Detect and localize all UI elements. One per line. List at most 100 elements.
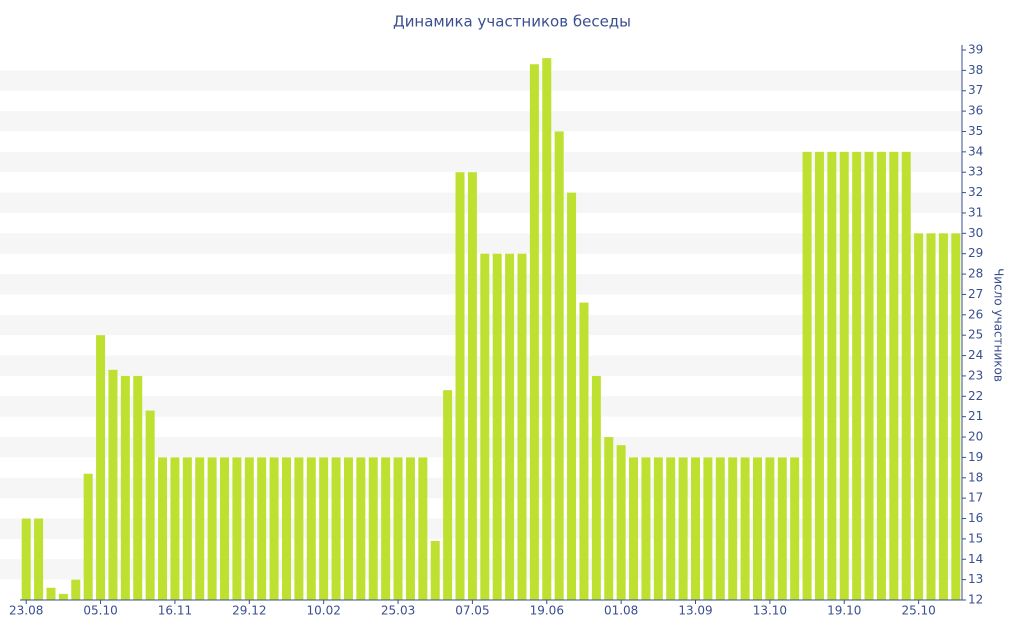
- y-tick-label: 18: [968, 470, 983, 484]
- bar: [629, 457, 639, 600]
- y-axis-label: Число участников: [992, 268, 1006, 382]
- bar: [133, 375, 143, 600]
- y-tick-label: 24: [968, 348, 983, 362]
- y-tick-label: 26: [968, 307, 983, 321]
- bar: [108, 369, 118, 600]
- bar: [567, 192, 577, 600]
- y-tick-label: 33: [968, 165, 983, 179]
- grid-band: [0, 233, 962, 254]
- y-tick-label: 38: [968, 63, 983, 77]
- bar: [195, 457, 205, 600]
- bar: [492, 253, 502, 600]
- bar: [951, 233, 961, 601]
- bar: [678, 457, 688, 600]
- bar: [220, 457, 230, 600]
- bar: [666, 457, 676, 600]
- bar: [579, 302, 589, 600]
- bar: [269, 457, 279, 600]
- y-tick-label: 16: [968, 511, 983, 525]
- bar: [182, 457, 192, 600]
- bar: [158, 457, 168, 600]
- bar: [505, 253, 515, 600]
- bar: [889, 151, 899, 600]
- bar: [343, 457, 353, 600]
- y-tick-label: 17: [968, 491, 983, 505]
- bar: [120, 375, 130, 600]
- bar: [170, 457, 180, 600]
- chart-title: Динамика участников беседы: [393, 13, 631, 31]
- x-tick-label: 23.08: [9, 604, 43, 618]
- x-tick-label: 07.05: [455, 604, 489, 618]
- y-tick-label: 37: [968, 83, 983, 97]
- x-tick-label: 13.09: [678, 604, 712, 618]
- x-tick-label: 19.10: [827, 604, 861, 618]
- bar: [777, 457, 787, 600]
- bar: [591, 375, 601, 600]
- bar: [83, 473, 93, 600]
- bar: [876, 151, 886, 600]
- y-tick-label: 12: [968, 593, 983, 607]
- bar: [306, 457, 316, 600]
- y-tick-label: 36: [968, 104, 983, 118]
- x-tick-label: 16.11: [158, 604, 192, 618]
- bar: [480, 253, 490, 600]
- bar: [430, 540, 440, 600]
- bar: [802, 151, 812, 600]
- bar: [232, 457, 242, 600]
- bar: [901, 151, 911, 600]
- y-tick-label: 34: [968, 144, 983, 158]
- bar: [393, 457, 403, 600]
- bar: [926, 233, 936, 601]
- bar: [34, 518, 44, 600]
- bar: [554, 131, 564, 600]
- grid-band: [0, 70, 962, 91]
- bar: [728, 457, 738, 600]
- bar: [405, 457, 415, 600]
- bar: [21, 518, 31, 600]
- bar: [653, 457, 663, 600]
- y-tick-label: 25: [968, 328, 983, 342]
- x-tick-label: 01.08: [604, 604, 638, 618]
- bar: [542, 58, 552, 601]
- bar: [691, 457, 701, 600]
- bar: [740, 457, 750, 600]
- y-tick-label: 39: [968, 43, 983, 57]
- bar: [368, 457, 378, 600]
- y-tick-label: 30: [968, 226, 983, 240]
- bar: [145, 410, 155, 600]
- bar: [827, 151, 837, 600]
- bar: [715, 457, 725, 600]
- bar: [529, 64, 539, 600]
- bar: [207, 457, 217, 600]
- bar: [294, 457, 304, 600]
- grid-band: [0, 151, 962, 173]
- bar: [467, 172, 477, 600]
- x-tick-label: 05.10: [83, 604, 117, 618]
- bar: [814, 151, 824, 600]
- x-tick-label: 29.12: [232, 604, 266, 618]
- bar: [244, 457, 254, 600]
- bar: [765, 457, 775, 600]
- grid-band: [0, 111, 962, 132]
- y-tick-label: 19: [968, 450, 983, 464]
- y-tick-label: 21: [968, 409, 983, 423]
- y-tick-label: 29: [968, 246, 983, 260]
- y-tick-label: 23: [968, 368, 983, 382]
- y-tick-label: 35: [968, 124, 983, 138]
- bar: [752, 457, 762, 600]
- x-tick-label: 13.10: [753, 604, 787, 618]
- y-tick-label: 28: [968, 267, 983, 281]
- bar: [790, 457, 800, 600]
- y-tick-label: 27: [968, 287, 983, 301]
- bar: [281, 457, 291, 600]
- bar: [331, 457, 341, 600]
- x-tick-label: 25.10: [901, 604, 935, 618]
- bar: [257, 457, 267, 600]
- bar: [864, 151, 874, 600]
- bar: [319, 457, 329, 600]
- bar: [356, 457, 366, 600]
- bar: [641, 457, 651, 600]
- bar: [852, 151, 862, 600]
- y-tick-label: 31: [968, 205, 983, 219]
